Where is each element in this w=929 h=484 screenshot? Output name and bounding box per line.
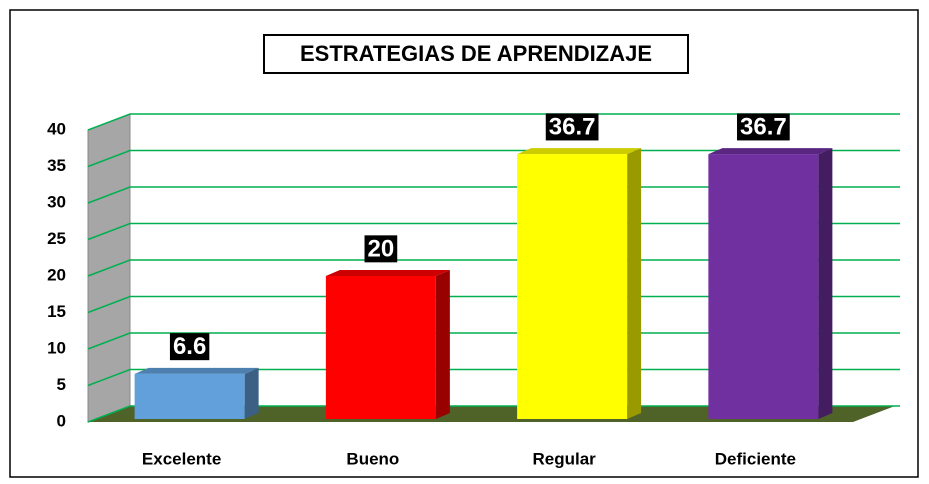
x-tick-label: Regular: [532, 449, 596, 468]
y-tick-label: 20: [47, 265, 66, 284]
y-tick-label: 40: [47, 119, 66, 138]
x-tick-label: Excelente: [142, 449, 221, 468]
data-label: 6.6: [173, 333, 206, 360]
grid-line: [87, 113, 900, 131]
x-tick-label: Deficiente: [715, 449, 796, 468]
grid-line: [87, 222, 900, 241]
data-label: 20: [368, 235, 395, 262]
y-tick-label: 5: [57, 375, 66, 394]
data-label-bg: [545, 113, 599, 141]
data-label: 36.7: [549, 113, 596, 140]
bar: [134, 373, 245, 419]
bar-side: [627, 148, 642, 419]
y-tick-label: 15: [47, 302, 66, 321]
bar-side: [435, 270, 450, 419]
grid-line: [87, 149, 900, 168]
grid-line: [87, 332, 900, 350]
y-tick-label: 0: [57, 411, 66, 430]
grid-line: [87, 295, 900, 314]
bar: [325, 276, 436, 419]
grid-line: [87, 259, 900, 277]
floor: [88, 406, 895, 422]
bar: [708, 154, 819, 419]
grid-line: [87, 186, 900, 204]
y-tick-label: 35: [47, 156, 66, 175]
x-tick-label: Bueno: [346, 449, 399, 468]
bar-top: [517, 148, 642, 155]
bar-top: [708, 148, 833, 155]
data-label-bg: [737, 113, 790, 141]
bar-side: [818, 148, 833, 419]
bar: [517, 154, 628, 419]
grid-line: [87, 405, 900, 423]
data-label-bg: [169, 333, 210, 361]
bar-top: [325, 270, 450, 276]
y-tick-label: 10: [47, 338, 66, 357]
grid-line: [87, 368, 900, 387]
data-label-bg: [364, 235, 398, 263]
y-tick-label: 30: [47, 192, 66, 211]
bar-top: [134, 367, 259, 374]
title-box: [263, 34, 689, 74]
chart-title: ESTRATEGIAS DE APRENDIZAJE: [300, 41, 652, 66]
bar-side: [244, 367, 259, 419]
y-tick-label: 25: [47, 229, 66, 248]
data-label: 36.7: [740, 113, 787, 140]
